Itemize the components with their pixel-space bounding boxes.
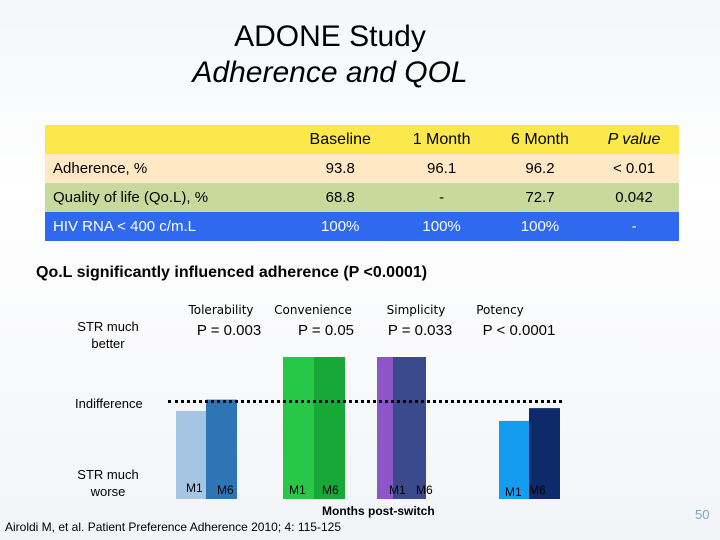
table-cell: - [589, 212, 679, 241]
row-label-hiv-rna: HIV RNA < 400 c/m.L [45, 212, 288, 241]
table-cell: 72.7 [490, 183, 590, 212]
page-number: 50 [695, 507, 710, 522]
bar-label: M1 [505, 485, 522, 499]
bar-label: M6 [217, 483, 234, 497]
table-cell: 100% [392, 212, 491, 241]
bar-tolerability-m6 [206, 399, 237, 499]
p-value-convenience: P = 0.05 [297, 322, 355, 339]
table-cell: < 0.01 [589, 154, 679, 183]
table-cell: 0.042 [589, 183, 679, 212]
table-row: HIV RNA < 400 c/m.L 100% 100% 100% - [45, 212, 679, 241]
table-cell: 100% [490, 212, 590, 241]
bar-potency-m6 [529, 408, 560, 499]
category-label-potency: Potency [476, 303, 524, 317]
table-cell: 68.8 [288, 183, 393, 212]
category-label-simplicity: Simplicity [386, 303, 446, 317]
table-header-empty [45, 125, 288, 154]
p-value-potency: P < 0.0001 [482, 322, 556, 339]
slide-title: ADONE Study [234, 20, 426, 53]
indifference-line [168, 400, 562, 403]
table-header-1-month: 1 Month [392, 125, 491, 154]
table-header-p-value: P value [589, 125, 679, 154]
x-axis-title: Months post-switch [322, 504, 435, 518]
table-header-row: Baseline 1 Month 6 Month P value [45, 125, 679, 154]
bar-label: M1 [389, 483, 406, 497]
p-value-simplicity: P = 0.033 [387, 322, 453, 339]
results-table: Baseline 1 Month 6 Month P value Adheren… [45, 125, 679, 241]
row-label-adherence: Adherence, % [45, 154, 288, 183]
qol-subheading: Qo.L significantly influenced adherence … [36, 264, 428, 281]
bar-tolerability-m1 [176, 410, 206, 499]
table-cell: 100% [288, 212, 393, 241]
table-header-baseline: Baseline [288, 125, 393, 154]
bar-label: M1 [186, 481, 203, 495]
slide-subtitle: Adherence and QOL [192, 56, 468, 89]
bar-label: M6 [322, 483, 339, 497]
table-cell: 93.8 [288, 154, 393, 183]
bar-label: M6 [416, 483, 433, 497]
table-header-6-month: 6 Month [490, 125, 590, 154]
bar-potency-m1 [499, 420, 529, 499]
bar-label: M6 [529, 483, 546, 497]
table-cell: 96.2 [490, 154, 590, 183]
citation: Airoldi M, et al. Patient Preference Adh… [5, 520, 341, 534]
category-label-tolerability: Tolerability [188, 303, 254, 317]
table-row: Adherence, % 93.8 96.1 96.2 < 0.01 [45, 154, 679, 183]
p-value-tolerability: P = 0.003 [196, 322, 262, 339]
y-label-indifference: Indifference [75, 396, 143, 411]
bar-convenience-m1 [283, 357, 314, 499]
bar-label: M1 [289, 483, 306, 497]
row-label-qol: Quality of life (Qo.L), % [45, 183, 288, 212]
bar-simplicity-m6 [393, 357, 426, 499]
y-label-better: STR much better [77, 319, 139, 351]
table-cell: - [392, 183, 491, 212]
category-label-convenience: Convenience [274, 303, 352, 317]
table-cell: 96.1 [392, 154, 491, 183]
y-label-worse: STR much worse [77, 467, 139, 499]
table-row: Quality of life (Qo.L), % 68.8 - 72.7 0.… [45, 183, 679, 212]
bar-convenience-m6 [314, 357, 345, 499]
